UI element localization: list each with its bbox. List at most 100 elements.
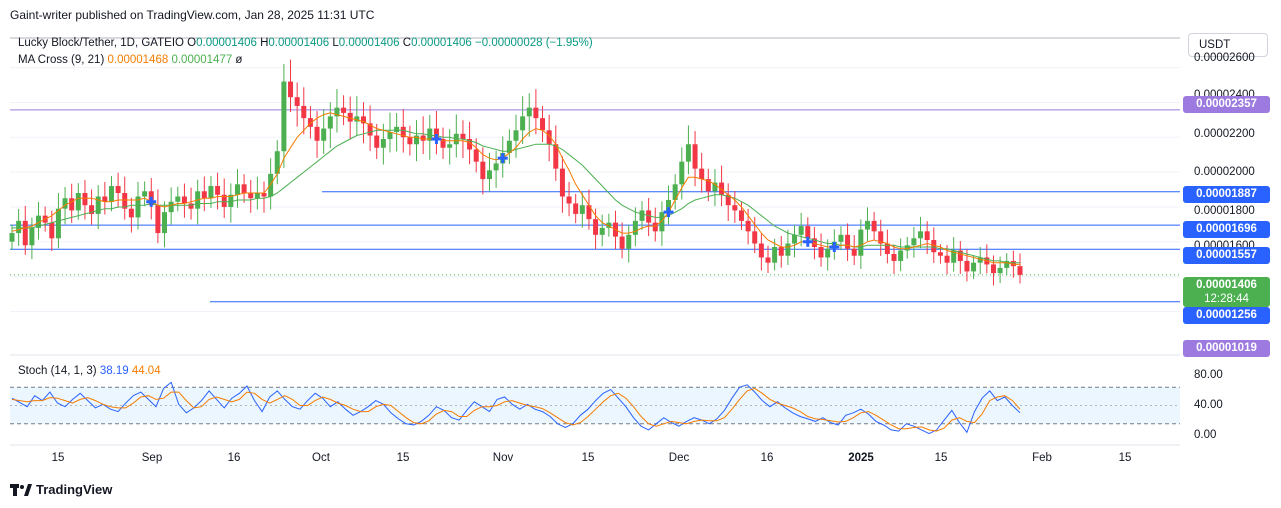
ma-label: MA Cross (9, 21) — [18, 54, 105, 66]
price-tag-level: 0.00001019 — [1183, 340, 1270, 357]
price-tag-level: 0.00001696 — [1183, 221, 1270, 238]
chart-legend: Lucky Block/Tether, 1D, GATEIO O0.000014… — [18, 35, 593, 69]
candle-body — [89, 205, 95, 214]
time-axis-label: 16 — [227, 452, 241, 464]
candle-body — [314, 126, 320, 141]
candle-body — [142, 191, 148, 197]
open-value: 0.00001406 — [196, 37, 257, 49]
candle-body — [268, 173, 274, 197]
candle-body — [1017, 266, 1023, 275]
ma-cross-marker — [663, 207, 674, 218]
candle-body — [254, 193, 260, 199]
candle-body — [586, 205, 592, 220]
countdown: 12:28:44 — [1204, 293, 1249, 305]
tradingview-logo[interactable]: TradingView — [10, 482, 112, 497]
candle-body — [851, 248, 857, 256]
candle-body — [825, 248, 831, 258]
candle-body — [579, 205, 585, 214]
candle-body — [898, 250, 904, 261]
candle-body — [540, 118, 546, 131]
candle-body — [758, 243, 764, 258]
candle-body — [122, 193, 128, 209]
candle-body — [864, 220, 870, 230]
candle-body — [480, 161, 486, 180]
candle-body — [738, 210, 744, 221]
candle-body — [911, 238, 917, 246]
candle-body — [619, 236, 625, 249]
high-value: 0.00001406 — [268, 37, 330, 49]
stoch-k-value: 38.19 — [99, 365, 129, 377]
candle-body — [115, 186, 121, 194]
candle-body — [599, 227, 605, 235]
candle-body — [301, 105, 307, 119]
candle-body — [685, 144, 691, 162]
candle-body — [440, 139, 446, 148]
candle-body — [692, 144, 698, 169]
candle-body — [228, 194, 234, 207]
candle-body — [307, 118, 313, 127]
price-axis-label: 0.00002600 — [1194, 52, 1255, 64]
candle-body — [752, 231, 758, 244]
candle-body — [798, 226, 804, 235]
time-axis-label: 15 — [1118, 452, 1132, 464]
candle-body — [281, 81, 287, 152]
candle-body — [16, 220, 22, 234]
time-axis-label: Feb — [1032, 452, 1052, 464]
candle-body — [904, 245, 910, 251]
candle-body — [679, 161, 685, 185]
candle-body — [400, 126, 406, 138]
candle-body — [997, 267, 1003, 274]
candle-body — [871, 220, 877, 232]
candle-body — [964, 260, 970, 272]
candle-body — [29, 227, 35, 246]
candle-body — [473, 149, 479, 162]
candle-body — [162, 212, 168, 234]
candle-body — [666, 199, 672, 213]
ma-cross-marker — [431, 134, 442, 145]
low-value: 0.00001406 — [338, 37, 400, 49]
close-label: C — [402, 37, 412, 49]
currency-selector[interactable]: USDT — [1188, 33, 1268, 57]
candle-body — [506, 140, 512, 153]
tradingview-logo-icon — [10, 483, 32, 496]
candle-body — [354, 116, 360, 122]
high-label: H — [260, 37, 269, 49]
change-value: −0.00000028 (−1.95%) — [475, 37, 593, 49]
candle-body — [520, 116, 526, 131]
candle-body — [341, 107, 347, 113]
candle-body — [9, 233, 15, 242]
candle-body — [82, 193, 88, 206]
candle-body — [639, 210, 645, 221]
candle-body — [705, 179, 711, 192]
time-axis-label: 15 — [396, 452, 410, 464]
candle-body — [646, 210, 652, 223]
candle-body — [652, 222, 658, 232]
stoch-axis-label: 80.00 — [1194, 369, 1223, 381]
candle-body — [69, 198, 75, 211]
candle-body — [294, 97, 300, 106]
candle-body — [234, 184, 240, 195]
low-label: L — [332, 37, 339, 49]
candle-body — [513, 130, 519, 141]
candle-body — [792, 234, 798, 244]
candle-body — [918, 231, 924, 239]
stoch-k-line — [11, 381, 1021, 435]
candle-body — [248, 193, 254, 199]
ma-row: MA Cross (9, 21) 0.00001468 0.00001477 ø — [18, 52, 593, 69]
time-axis-label: 16 — [760, 452, 774, 464]
candle-body — [632, 220, 638, 235]
candle-body — [884, 243, 890, 254]
price-tag-level: 0.00002357 — [1183, 96, 1270, 113]
time-axis-label: 15 — [934, 452, 948, 464]
candle-body — [805, 226, 811, 239]
price-tag-level: 0.00001887 — [1183, 186, 1270, 203]
candle-body — [593, 219, 599, 235]
candle-body — [772, 247, 778, 263]
candle-body — [957, 250, 963, 261]
time-axis-label: 15 — [581, 452, 595, 464]
candle-body — [858, 229, 864, 256]
candle-body — [878, 231, 884, 244]
candle-body — [566, 196, 572, 204]
candle-body — [785, 243, 791, 256]
